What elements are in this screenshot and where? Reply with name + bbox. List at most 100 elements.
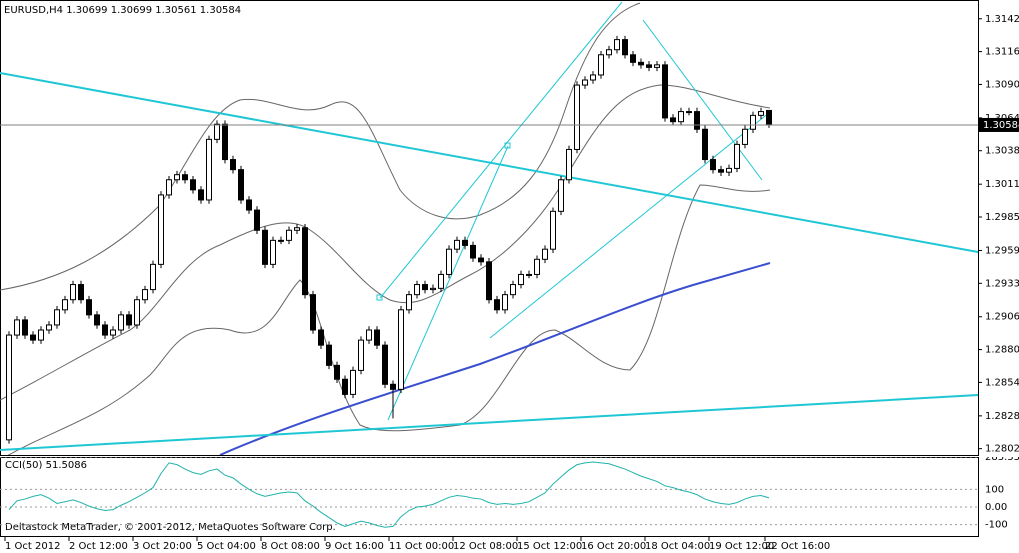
candle-body <box>22 319 28 336</box>
candle-body <box>766 109 772 126</box>
candle-body <box>742 128 748 145</box>
candle-body <box>182 174 188 181</box>
candle-body <box>30 334 36 341</box>
candle-body <box>446 248 452 275</box>
candle-body <box>582 79 588 86</box>
candle-body <box>630 54 636 63</box>
candle-body <box>614 39 620 51</box>
candle-body <box>262 229 268 265</box>
candle-body <box>526 273 532 276</box>
y-tick-label: 1.29590 <box>985 245 1019 256</box>
candle-body <box>294 227 300 231</box>
candle-body <box>174 174 180 181</box>
x-tick-label: 19 Oct 12:00 <box>709 541 774 552</box>
candle-body <box>542 248 548 260</box>
y-tick-label: 1.28805 <box>985 345 1019 356</box>
candle-body <box>550 210 556 250</box>
y-tick-label: 1.30115 <box>985 179 1019 190</box>
candle-body <box>478 257 484 263</box>
candle-body <box>574 84 580 150</box>
x-tick-label: 11 Oct 00:00 <box>389 541 454 552</box>
x-tick-label: 2 Oct 12:00 <box>69 541 128 552</box>
moving-average <box>219 262 771 455</box>
candle-body <box>502 294 508 311</box>
band-lower <box>7 184 771 455</box>
trendline-anchor <box>504 142 511 149</box>
candle-body <box>286 229 292 241</box>
candle-body <box>46 324 52 331</box>
candle-body <box>494 299 500 311</box>
candle-body <box>110 329 116 336</box>
candle-body <box>470 244 476 259</box>
candle-body <box>350 369 356 395</box>
cci-title: CCI(50) 51.5086 <box>5 460 87 471</box>
candle-body <box>102 324 108 336</box>
candle-body <box>54 309 60 326</box>
candle-body <box>422 284 428 291</box>
trendline <box>0 394 978 451</box>
candle-body <box>678 111 684 123</box>
band-middle <box>0 84 771 401</box>
candle-body <box>78 284 84 301</box>
y-tick-label: 283.3370 <box>985 452 1019 463</box>
candle-body <box>510 284 516 296</box>
cci-line <box>8 461 770 528</box>
chart-title: EURUSD,H4 1.30699 1.30699 1.30561 1.3058… <box>4 5 241 16</box>
candle-body <box>758 111 764 116</box>
candle-body <box>70 284 76 301</box>
trendline <box>0 72 978 253</box>
candle-body <box>414 284 420 296</box>
candles <box>6 35 772 444</box>
candle-body <box>158 194 164 265</box>
candle-body <box>662 64 668 119</box>
candle-body <box>486 261 492 301</box>
candle-body <box>134 299 140 326</box>
candle-body <box>150 263 156 291</box>
y-tick-label: 1.28280 <box>985 411 1019 422</box>
x-tick-label: 16 Oct 20:00 <box>581 541 646 552</box>
overlays <box>0 1 978 455</box>
candle-body <box>750 114 756 130</box>
trendline <box>642 19 763 181</box>
candle-body <box>118 314 124 331</box>
candle-body <box>518 273 524 286</box>
candle-body <box>646 64 652 68</box>
candle-body <box>430 287 436 291</box>
trendline <box>379 1 623 299</box>
candle-body <box>38 329 44 341</box>
candle-body <box>254 209 260 231</box>
x-tick-label: 18 Oct 04:00 <box>645 541 710 552</box>
x-tick-label: 9 Oct 16:00 <box>325 541 384 552</box>
candle-body <box>334 364 340 380</box>
candle-body <box>246 199 252 211</box>
candle-body <box>230 159 236 171</box>
y-tick-label: 1.31165 <box>985 47 1019 58</box>
candle-body <box>670 117 676 123</box>
x-tick-label: 15 Oct 12:00 <box>517 541 582 552</box>
x-tick-label: 8 Oct 08:00 <box>261 541 320 552</box>
y-tick-label: 1.28545 <box>985 377 1019 388</box>
candle-body <box>270 239 276 265</box>
copyright: Deltastock MetaTrader, © 2001-2012, Meta… <box>5 522 336 533</box>
candle-body <box>438 273 444 289</box>
candle-body <box>86 299 92 316</box>
candle-body <box>190 179 196 191</box>
candle-body <box>406 294 412 311</box>
candle-body <box>142 289 148 301</box>
trendline <box>387 145 509 421</box>
candle-body <box>622 39 628 56</box>
candle-body <box>718 169 724 173</box>
candle-body <box>6 334 12 441</box>
x-tick-label: 3 Oct 20:00 <box>133 541 192 552</box>
candle-body <box>734 143 740 169</box>
candle-body <box>638 61 644 66</box>
last-price-label: 1.30584 <box>983 120 1019 131</box>
candle-body <box>374 329 380 346</box>
candle-body <box>206 138 212 201</box>
candle-body <box>358 339 364 371</box>
candle-body <box>238 169 244 201</box>
y-tick-label: 1.29065 <box>985 312 1019 323</box>
candle-body <box>398 309 404 390</box>
y-tick-label: 1.28020 <box>985 444 1019 455</box>
